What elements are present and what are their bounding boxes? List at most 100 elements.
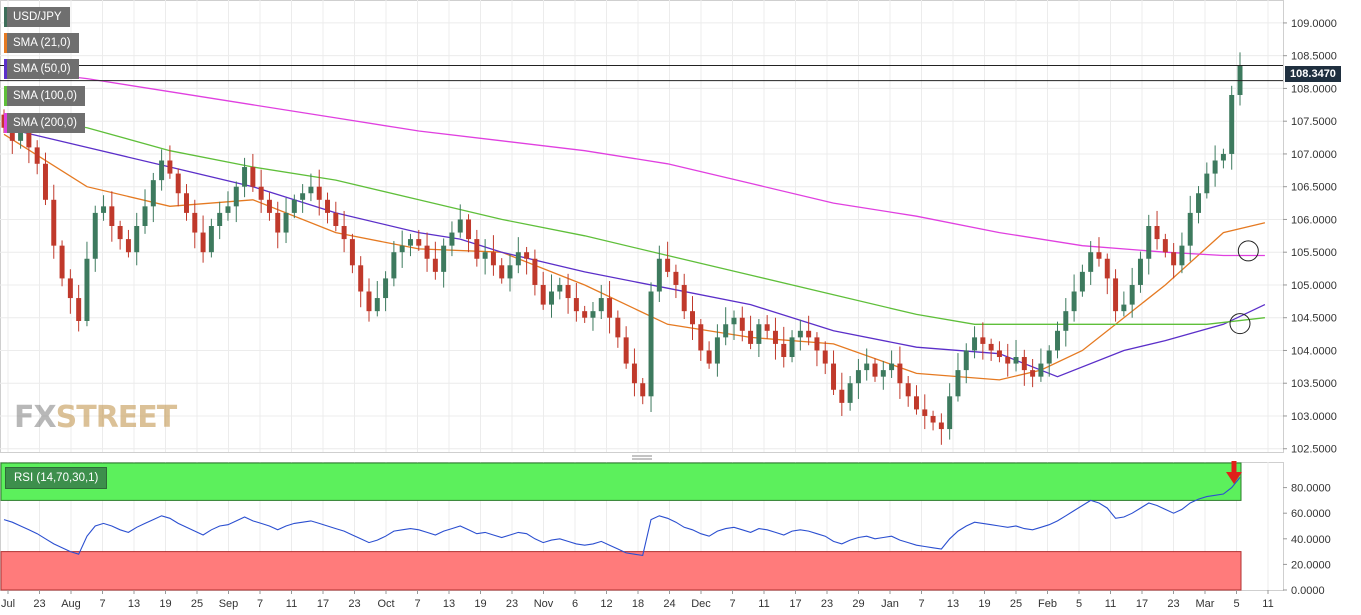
price-tick-label: 108.5000: [1291, 51, 1337, 63]
candle: [117, 226, 123, 240]
candle: [101, 206, 107, 213]
price-tick-label: 108.0000: [1291, 83, 1337, 95]
candle: [1005, 357, 1011, 364]
candle: [839, 389, 845, 403]
legend-swatch: [4, 33, 7, 53]
candle: [51, 199, 57, 246]
candle: [822, 350, 828, 364]
candle: [1046, 350, 1052, 364]
candle: [1229, 94, 1235, 154]
candle: [474, 239, 480, 259]
candle: [34, 147, 40, 164]
crossover-circle: [1229, 313, 1251, 335]
candle: [275, 212, 281, 233]
candle: [631, 363, 637, 384]
candle: [441, 245, 447, 272]
candle: [1096, 252, 1102, 259]
time-tick-label: 7: [257, 598, 263, 610]
time-tick-label: Feb: [1038, 598, 1057, 610]
time-tick-label: 7: [99, 598, 105, 610]
time-tick-label: 13: [947, 598, 959, 610]
legend-swatch: [4, 59, 7, 79]
price-tick-label: 107.0000: [1291, 149, 1337, 161]
candle: [167, 160, 173, 174]
time-tick-label: 6: [572, 598, 578, 610]
candle: [333, 212, 339, 226]
candle: [26, 131, 32, 148]
time-tick-label: 7: [414, 598, 420, 610]
time-tick-label: 17: [317, 598, 329, 610]
candle: [250, 167, 256, 187]
candle: [1154, 226, 1160, 240]
candle: [358, 265, 364, 292]
candle: [208, 226, 214, 253]
candle: [1088, 252, 1094, 272]
candle: [864, 363, 870, 371]
candle: [482, 252, 488, 259]
red-arrow-head: [1226, 472, 1242, 484]
fxstreet-logo: FXSTREET: [14, 400, 177, 435]
candle: [772, 330, 778, 344]
candle: [1038, 363, 1044, 377]
legend-sma-100[interactable]: SMA (100,0): [4, 86, 85, 106]
candle: [880, 370, 886, 377]
time-tick-label: Jul: [1, 598, 15, 610]
candle: [490, 252, 496, 266]
price-tick-label: 109.0000: [1291, 18, 1337, 30]
time-tick-label: 29: [852, 598, 864, 610]
legend-swatch: [4, 113, 7, 133]
candle: [407, 239, 413, 246]
candle: [996, 350, 1002, 358]
candle: [18, 131, 24, 141]
legend-usdjpy[interactable]: USD/JPY: [4, 7, 70, 27]
time-tick-label: Oct: [377, 598, 394, 610]
candle: [449, 232, 455, 246]
time-tick-label: 11: [758, 598, 769, 610]
candle: [988, 343, 994, 351]
candle: [374, 298, 380, 312]
candle: [391, 252, 397, 279]
candle: [291, 199, 297, 213]
sma-line: [3, 68, 1265, 257]
crossover-circle: [1237, 240, 1259, 262]
candle: [1179, 245, 1185, 266]
rsi-legend[interactable]: RSI (14,70,30,1): [5, 467, 108, 489]
price-axis: 109.0000 108.5000 108.0000 107.5000 107.0000…: [1283, 18, 1337, 456]
time-tick-label: 13: [443, 598, 455, 610]
candle: [1212, 160, 1218, 174]
candle: [1013, 357, 1019, 364]
candle: [623, 337, 629, 364]
time-tick-label: 23: [1167, 598, 1179, 610]
candle: [1196, 193, 1202, 213]
candle: [242, 167, 248, 187]
time-tick-label: 25: [191, 598, 203, 610]
candle: [872, 363, 878, 377]
candle: [159, 160, 165, 181]
time-tick-label: 24: [663, 598, 675, 610]
legend-sma-50[interactable]: SMA (50,0): [4, 59, 79, 79]
candle: [142, 206, 148, 226]
candle: [731, 317, 737, 325]
annotations: [1226, 240, 1259, 484]
legend-sma-21[interactable]: SMA (21,0): [4, 33, 79, 53]
time-tick-label: 23: [33, 598, 45, 610]
candle: [814, 337, 820, 351]
sma-line: [3, 133, 1266, 381]
candle: [972, 337, 978, 351]
candle: [1220, 153, 1226, 161]
candle: [1187, 212, 1193, 246]
candle: [349, 239, 355, 266]
candle: [424, 245, 430, 259]
legend-sma-200[interactable]: SMA (200,0): [4, 113, 85, 133]
candle: [225, 206, 231, 213]
horizontal-levels: [0, 65, 1283, 82]
candle: [582, 311, 588, 318]
time-tick-label: 19: [159, 598, 171, 610]
rsi-oversold-zone: [0, 551, 1242, 591]
candle: [524, 252, 530, 259]
candle: [499, 265, 505, 279]
rsi-panel-border: [0, 462, 1284, 591]
candle: [607, 298, 613, 318]
price-tick-label: 103.0000: [1291, 411, 1337, 423]
candle: [466, 219, 472, 240]
